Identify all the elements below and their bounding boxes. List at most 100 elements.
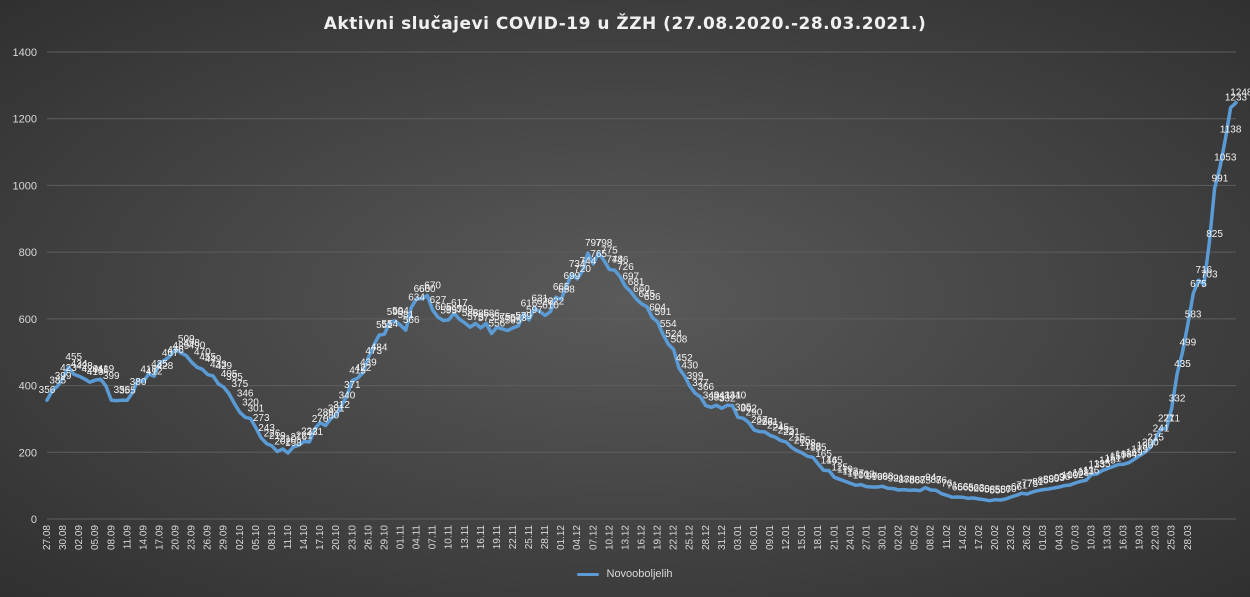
data-label: 261 [762,417,779,428]
data-label: 660 [414,284,431,295]
data-label: 489 [173,341,190,352]
data-label: 96 [872,472,884,483]
x-tick-label: 23.09 [187,525,198,550]
series-line-novooboljelih [45,100,1238,503]
data-label: 88 [1043,475,1055,486]
data-label: 1053 [1214,153,1237,164]
data-label: 216 [290,432,307,443]
data-label: 98 [882,471,894,482]
x-tick-label: 19.11 [492,525,503,550]
x-tick-label: 12.01 [781,525,792,550]
data-label: 573 [510,313,527,324]
x-tick-label: 07.03 [1070,525,1081,550]
data-label: 410 [87,367,104,378]
x-tick-label: 14.02 [958,525,969,550]
x-tick-label: 07.12 [588,525,599,550]
data-label: 797 [585,238,602,249]
data-label: 581 [397,310,414,321]
x-tick-label: 06.01 [749,525,760,550]
x-tick-label: 27.01 [861,525,872,550]
data-label: 636 [644,292,661,303]
data-label: 435 [151,359,168,370]
data-label: 320 [242,397,259,408]
x-tick-label: 03.01 [733,525,744,550]
data-label: 499 [1179,338,1196,349]
data-label: 616 [521,299,538,310]
data-label: 422 [355,363,372,374]
data-label: 595 [440,306,457,317]
x-tick-label: 25.11 [524,525,535,550]
data-label: 631 [531,294,548,305]
data-label: 586 [483,309,500,320]
data-label: 312 [333,400,350,411]
data-label: 588 [462,308,479,319]
data-label: 58 [984,485,996,496]
x-tick-label: 10.12 [604,525,615,550]
data-label: 716 [1196,265,1213,276]
x-tick-label: 16.11 [476,525,487,550]
data-label: 169 [1126,448,1143,459]
data-label: 604 [649,303,666,314]
x-tick-label: 28.03 [1183,525,1194,550]
data-label: 991 [1212,173,1229,184]
chart-title: Aktivni slučajevi COVID-19 u ŽZH (27.08.… [323,14,927,34]
data-label: 94 [925,473,937,484]
x-tick-label: 08.10 [267,525,278,550]
data-label: 60 [1005,484,1017,495]
y-tick-label: 1000 [13,180,37,192]
data-label: 703 [1201,269,1218,280]
data-label: 452 [676,353,693,364]
data-label: 133 [1088,460,1105,471]
data-label: 151 [1104,454,1121,465]
data-label: 145 [1099,456,1116,467]
data-label: 634 [408,293,425,304]
data-label: 77 [1022,478,1034,489]
data-label: 113 [1078,466,1094,477]
data-label: 455 [199,352,216,363]
data-label: 55 [989,486,1001,497]
x-tick-label: 16.12 [637,525,648,550]
data-label: 418 [140,365,157,376]
data-label: 235 [778,426,795,437]
data-label: 305 [735,402,752,413]
data-label: 356 [114,385,131,396]
data-label: 415 [349,366,366,377]
data-label: 101 [853,470,870,481]
x-tick-label: 31.12 [717,525,728,550]
x-tick-label: 26.10 [363,525,374,550]
data-label: 232 [301,427,318,438]
data-label: 748 [606,254,623,265]
y-tick-label: 800 [19,247,37,259]
data-label: 81 [1032,477,1044,488]
data-label: 433 [210,360,227,371]
data-label: 280 [323,411,340,422]
data-label: 385 [49,376,66,387]
x-tick-label: 23.10 [347,525,358,550]
x-tick-label: 14.10 [299,525,310,550]
data-label: 135 [1094,459,1111,470]
data-label: 399 [103,371,120,382]
data-label: 202 [274,437,291,448]
data-label: 65 [963,482,975,493]
data-label: 622 [547,297,564,308]
x-tick-label: 07.11 [428,525,439,550]
data-label: 720 [574,264,591,275]
data-label: 86 [909,475,921,486]
data-label: 113 [842,466,858,477]
data-label: 92 [888,473,900,484]
data-label: 660 [419,284,436,295]
data-label: 586 [472,309,489,320]
x-tick-label: 08.09 [106,525,117,550]
x-tick-label: 17.02 [974,525,985,550]
data-label: 85 [920,476,932,487]
data-label: 60 [979,484,991,495]
data-label: 428 [156,361,173,372]
data-label: 554 [381,319,398,330]
data-label: 699 [564,271,581,282]
data-label: 58 [995,485,1007,496]
data-label: 775 [601,245,618,256]
data-label: 399 [687,371,704,382]
data-label: 1233 [1225,93,1248,104]
x-tick-label: 30.08 [58,525,69,550]
